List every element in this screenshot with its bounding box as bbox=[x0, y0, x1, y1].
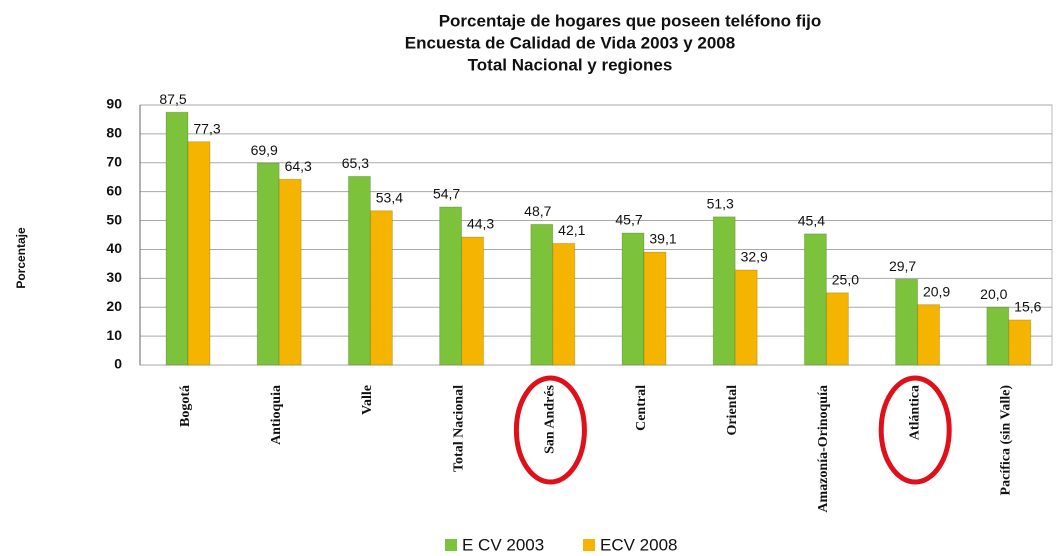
bar bbox=[187, 141, 211, 366]
bar bbox=[986, 306, 1010, 366]
chart-subtitle: Total Nacional y regiones bbox=[468, 55, 673, 74]
bar bbox=[278, 178, 302, 366]
value-label: 29,7 bbox=[889, 258, 916, 274]
bar bbox=[621, 232, 645, 366]
bar bbox=[734, 269, 758, 366]
y-tick-label: 90 bbox=[106, 96, 122, 112]
bar bbox=[895, 278, 919, 366]
y-tick-label: 40 bbox=[106, 240, 122, 256]
bar bbox=[439, 206, 463, 366]
value-label: 77,3 bbox=[193, 120, 220, 136]
value-label: 87,5 bbox=[159, 91, 186, 107]
value-label: 20,9 bbox=[923, 283, 950, 299]
x-tick-label: Central bbox=[634, 385, 649, 431]
value-label: 45,7 bbox=[615, 212, 642, 228]
bar bbox=[530, 223, 554, 366]
y-tick-label: 50 bbox=[106, 211, 122, 227]
bar bbox=[165, 111, 189, 366]
bar bbox=[643, 251, 667, 366]
value-label: 42,1 bbox=[558, 222, 585, 238]
legend-label: ECV 2008 bbox=[600, 535, 678, 554]
x-tick-label: Valle bbox=[360, 385, 375, 415]
y-tick-label: 30 bbox=[106, 269, 122, 285]
value-label: 53,4 bbox=[376, 189, 403, 205]
value-label: 20,0 bbox=[980, 286, 1007, 302]
bar bbox=[712, 216, 736, 366]
y-tick-label: 70 bbox=[106, 153, 122, 169]
value-label: 48,7 bbox=[524, 203, 551, 219]
y-tick-label: 0 bbox=[114, 356, 122, 372]
value-label: 45,4 bbox=[798, 213, 825, 229]
legend-swatch bbox=[445, 539, 457, 551]
y-tick-label: 20 bbox=[106, 298, 122, 314]
x-tick-label: Amazonía-Orinoquía bbox=[816, 385, 831, 513]
bar bbox=[369, 210, 393, 366]
chart-subtitle: Encuesta de Calidad de Vida 2003 y 2008 bbox=[405, 33, 735, 52]
value-label: 32,9 bbox=[741, 249, 768, 265]
x-tick-label: Pacífica (sin Valle) bbox=[999, 385, 1014, 496]
bar bbox=[461, 236, 485, 366]
value-label: 51,3 bbox=[707, 196, 734, 212]
highlight-ellipse bbox=[513, 375, 587, 485]
x-tick-label: San Andrés bbox=[543, 384, 558, 453]
value-label: 64,3 bbox=[285, 158, 312, 174]
legend-swatch bbox=[583, 539, 595, 551]
y-tick-label: 10 bbox=[106, 327, 122, 343]
bar bbox=[552, 242, 576, 366]
x-tick-label: Atlántica bbox=[907, 385, 922, 440]
value-label: 39,1 bbox=[649, 231, 676, 247]
value-label: 54,7 bbox=[433, 186, 460, 202]
x-tick-label: Antioquia bbox=[269, 385, 284, 445]
bar bbox=[803, 233, 827, 366]
value-label: 44,3 bbox=[467, 216, 494, 232]
chart-title: Porcentaje de hogares que poseen teléfon… bbox=[439, 11, 822, 30]
x-tick-label: Bogotá bbox=[178, 385, 193, 427]
value-label: 65,3 bbox=[342, 155, 369, 171]
y-tick-label: 80 bbox=[106, 125, 122, 141]
bar bbox=[256, 162, 280, 366]
x-tick-label: Total Nacional bbox=[451, 385, 466, 472]
bar bbox=[1008, 319, 1032, 366]
value-label: 25,0 bbox=[832, 271, 859, 287]
value-label: 69,9 bbox=[251, 142, 278, 158]
y-axis-label: Porcentaje bbox=[14, 227, 28, 289]
value-label: 15,6 bbox=[1014, 299, 1041, 315]
bar bbox=[347, 175, 371, 366]
highlight-ellipse bbox=[878, 375, 952, 485]
x-tick-label: Oriental bbox=[725, 385, 740, 436]
y-tick-label: 60 bbox=[106, 182, 122, 198]
bar bbox=[825, 292, 849, 366]
bar bbox=[917, 304, 941, 366]
legend-label: E CV 2003 bbox=[462, 535, 544, 554]
